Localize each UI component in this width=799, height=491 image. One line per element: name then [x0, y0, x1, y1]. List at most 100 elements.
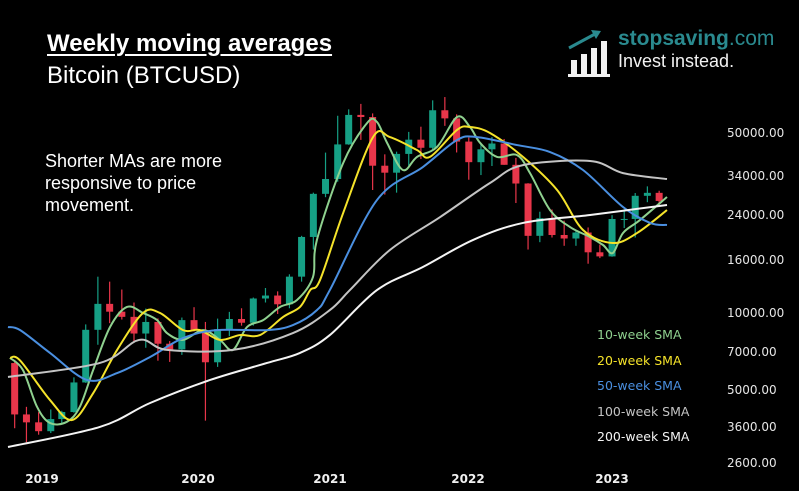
- candle-body: [429, 110, 437, 148]
- y-tick-label: 16000.00: [727, 253, 785, 268]
- candle-body: [345, 114, 353, 145]
- candle-body: [225, 318, 233, 330]
- y-tick-label: 24000.00: [727, 207, 785, 222]
- x-tick-label: 2020: [181, 472, 215, 486]
- candle-body: [334, 144, 342, 180]
- logo-domain: .com: [728, 27, 775, 50]
- candle: [118, 289, 126, 320]
- legend-item: 10-week SMA: [597, 327, 682, 342]
- candle-body: [22, 414, 30, 423]
- x-tick-label: 2021: [313, 472, 347, 486]
- sma-line-20-week: [9, 125, 668, 422]
- candle: [381, 154, 389, 195]
- bar-chart-arrow-icon: [568, 30, 610, 77]
- chart-title: Weekly moving averages: [47, 30, 333, 57]
- sma-lines-layer: [7, 115, 668, 448]
- x-tick-label: 2019: [25, 472, 59, 486]
- candle-body: [82, 329, 90, 383]
- legend-item: 200-week SMA: [597, 429, 690, 444]
- candle: [608, 215, 616, 257]
- candle: [429, 100, 437, 150]
- candle-body: [309, 193, 317, 237]
- candle: [249, 297, 257, 326]
- candles-layer: [11, 97, 663, 443]
- candle: [620, 209, 628, 228]
- candle: [405, 131, 413, 166]
- candle: [465, 137, 473, 180]
- candle: [596, 244, 604, 259]
- candle-body: [631, 195, 639, 219]
- candle-body: [488, 143, 496, 150]
- candle: [524, 183, 532, 250]
- candle: [572, 230, 580, 246]
- candle-body: [322, 179, 330, 194]
- candle-body: [465, 141, 473, 163]
- candle-body: [560, 234, 568, 239]
- sma-line-100-week: [7, 159, 668, 378]
- candle: [261, 287, 269, 303]
- candle-body: [118, 311, 126, 317]
- candle: [548, 209, 556, 238]
- candle-body: [178, 320, 186, 350]
- logo-tagline: Invest instead.: [618, 51, 735, 71]
- y-tick-label: 3600.00: [727, 419, 777, 434]
- candle-body: [548, 218, 556, 235]
- candle: [70, 377, 78, 413]
- candle-body: [417, 139, 425, 148]
- y-tick-label: 2600.00: [727, 455, 777, 470]
- candle-body: [596, 252, 604, 257]
- y-tick-label: 10000.00: [727, 305, 785, 320]
- candle: [298, 235, 306, 282]
- candle-body: [655, 192, 663, 201]
- legend-item: 20-week SMA: [597, 352, 682, 368]
- candle-body: [512, 164, 520, 184]
- x-tick-label: 2022: [451, 472, 485, 486]
- candle: [512, 157, 520, 204]
- candle: [274, 291, 282, 314]
- candle-body: [47, 419, 55, 432]
- candle: [441, 97, 449, 126]
- candle-body: [190, 320, 198, 331]
- candle: [488, 137, 496, 167]
- sma-line-50-week: [7, 135, 668, 382]
- chart-subtitle: Bitcoin (BTCUSD): [47, 62, 241, 89]
- candle-body: [214, 329, 222, 363]
- candle-body: [643, 192, 651, 196]
- candle-body: [106, 303, 114, 312]
- candle-body: [369, 117, 377, 166]
- candle: [154, 318, 162, 361]
- logo: stopsaving.com Invest instead.: [545, 20, 780, 82]
- legend-item: 100-week SMA: [597, 403, 690, 419]
- candle-body: [11, 363, 19, 415]
- candle-body: [166, 343, 174, 350]
- sma-line-200-week: [7, 203, 668, 448]
- candle: [47, 409, 55, 434]
- candle: [285, 274, 293, 309]
- candle-body: [249, 298, 257, 323]
- candle-body: [142, 321, 150, 334]
- candle: [322, 152, 330, 198]
- candle: [536, 211, 544, 243]
- candle-body: [238, 318, 246, 323]
- candle-body: [70, 382, 78, 413]
- candle-body: [477, 149, 485, 163]
- candle-body: [357, 114, 365, 118]
- y-tick-label: 50000.00: [727, 126, 785, 140]
- candle: [345, 109, 353, 145]
- candle: [238, 308, 246, 326]
- candle-body: [584, 232, 592, 253]
- sma-line-10-week: [9, 115, 668, 426]
- candle-body: [572, 232, 580, 239]
- candle: [106, 281, 114, 324]
- candle: [225, 311, 233, 337]
- candle-body: [298, 236, 306, 277]
- candle: [643, 186, 651, 203]
- candle-body: [536, 218, 544, 236]
- candle: [477, 142, 485, 176]
- candle: [82, 324, 90, 383]
- y-tick-label: 5000.00: [727, 383, 777, 397]
- candle: [214, 318, 222, 367]
- candle-body: [381, 165, 389, 173]
